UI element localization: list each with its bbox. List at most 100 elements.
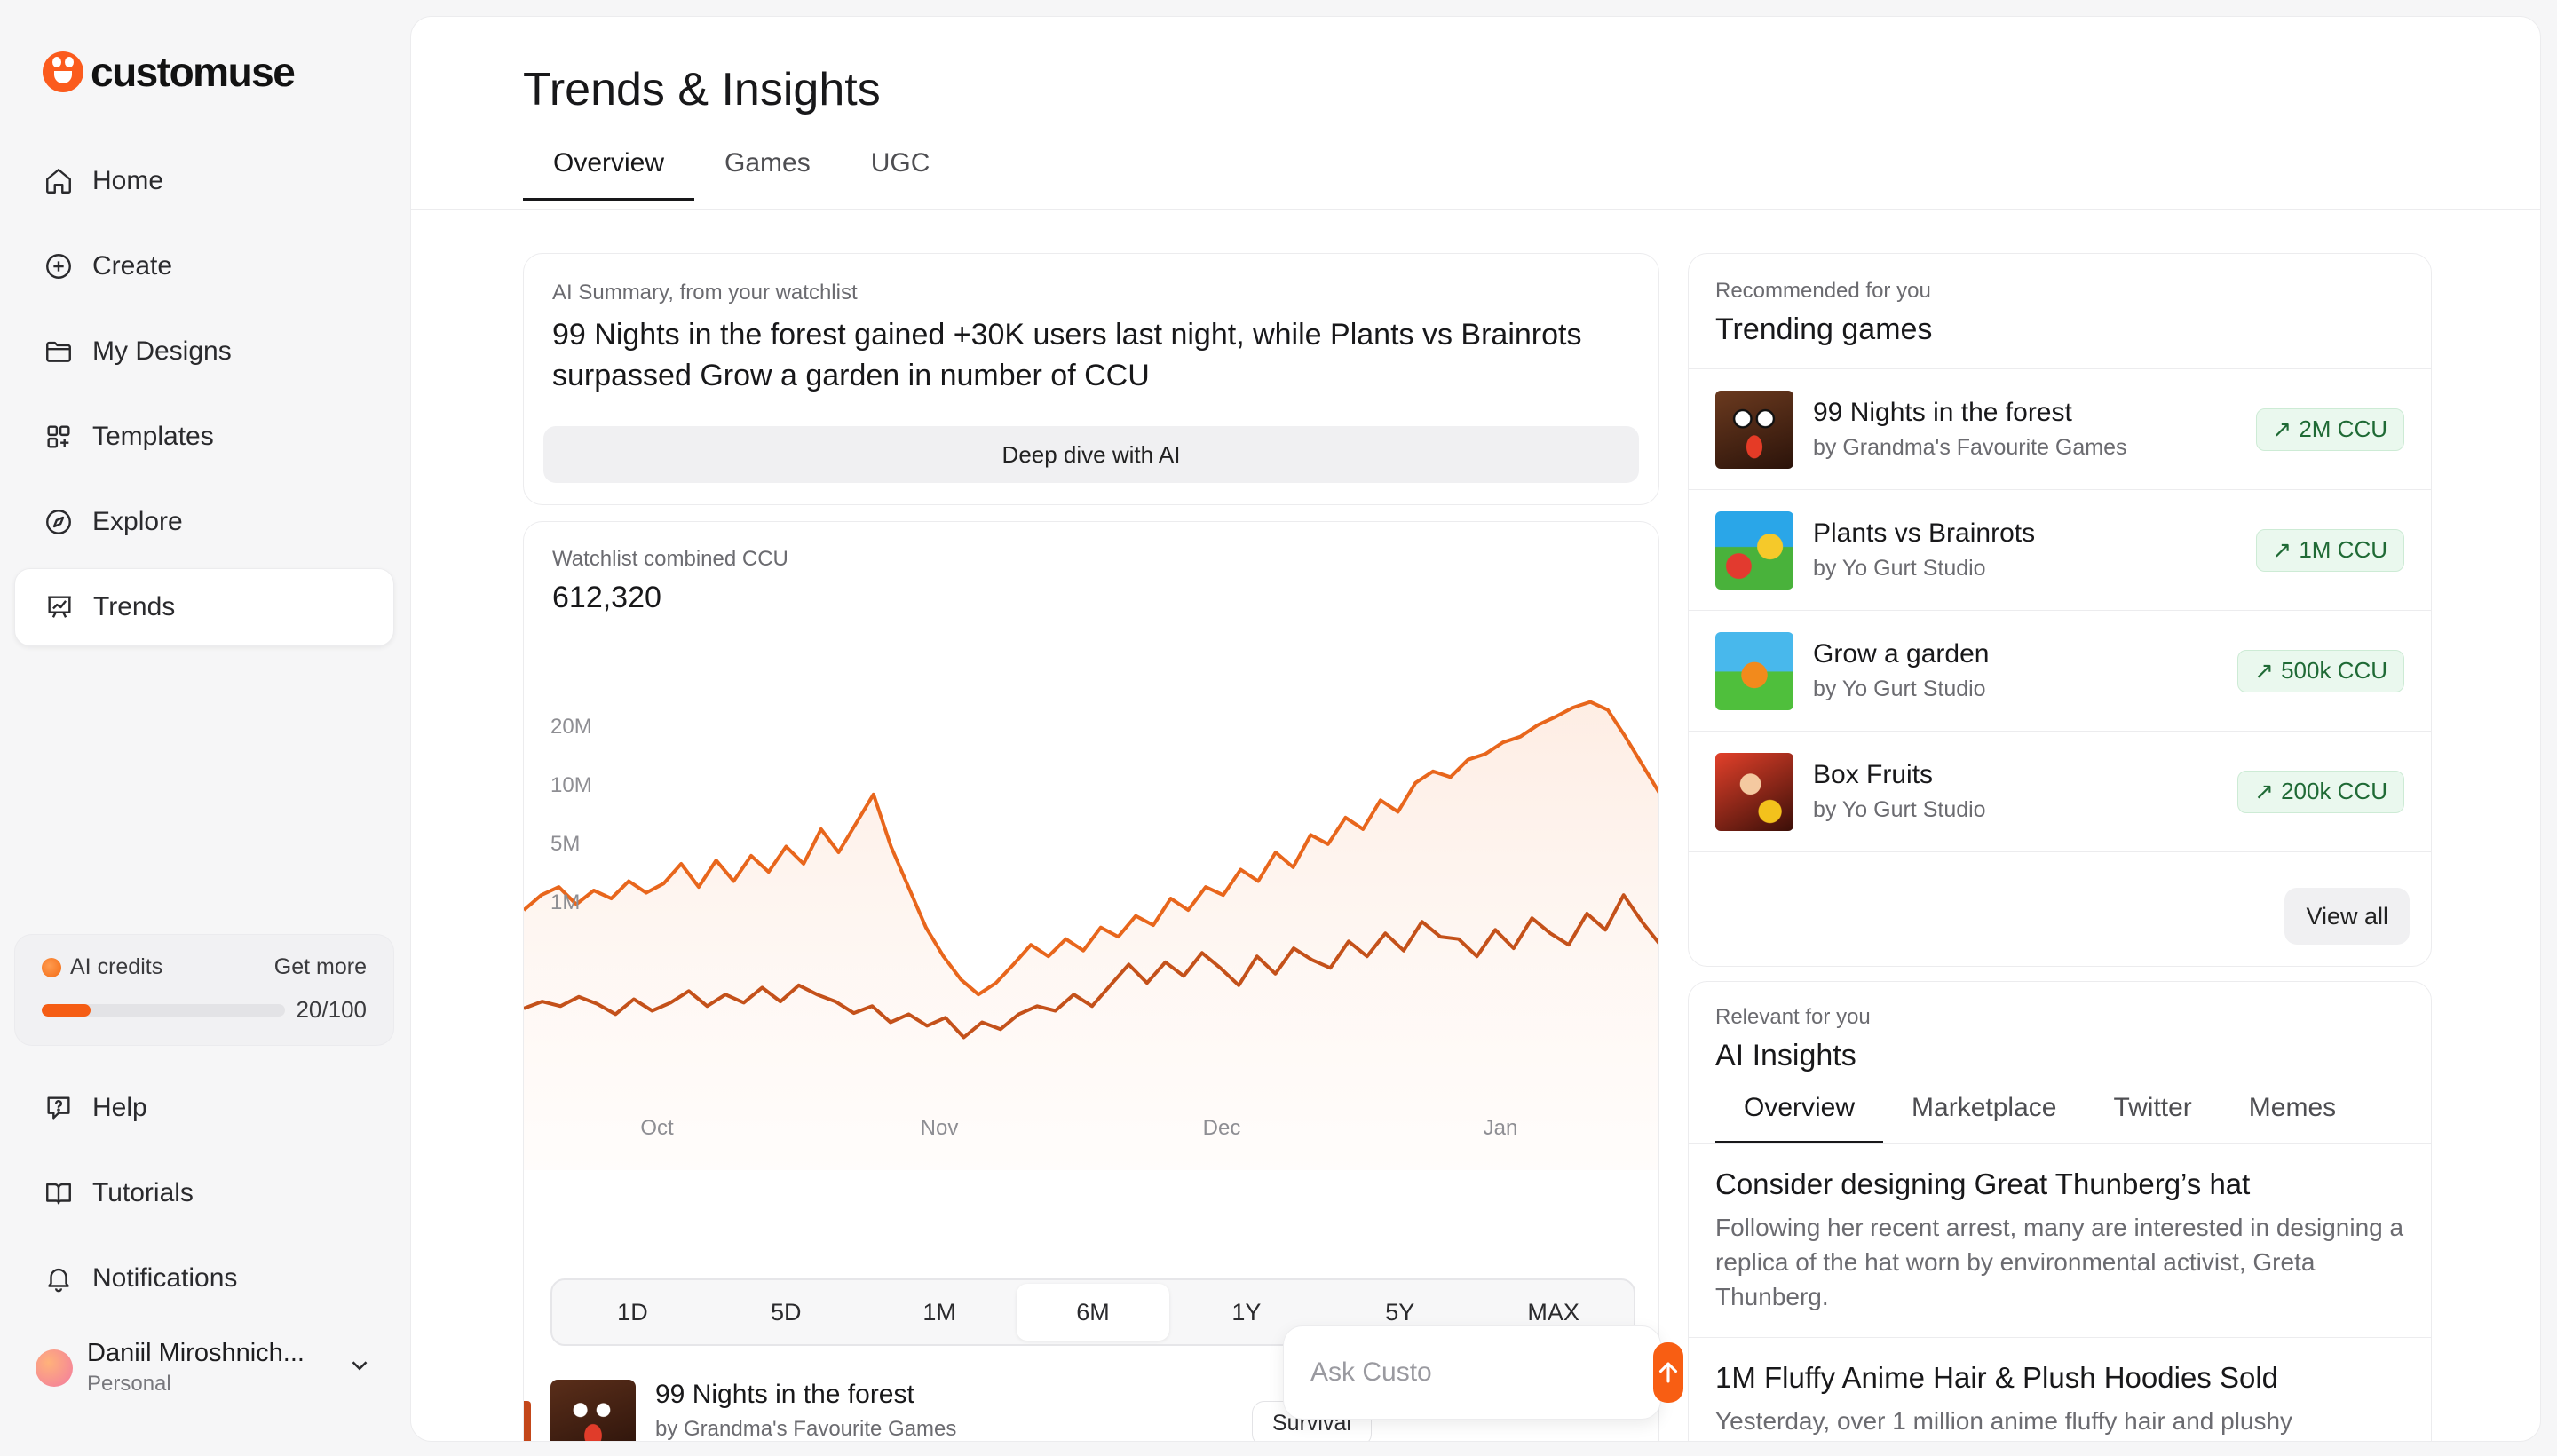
range-1m[interactable]: 1M	[922, 1298, 956, 1325]
list-item[interactable]: Box Fruits by Yo Gurt Studio ↗ 200k CCU	[1689, 732, 2431, 852]
x-tick-label: Dec	[1203, 1116, 1241, 1140]
ask-custo-input[interactable]	[1310, 1357, 1653, 1388]
ask-custo-box	[1283, 1325, 1683, 1420]
nav-item-trends[interactable]: Trends	[14, 568, 394, 646]
list-item[interactable]: Grow a garden by Yo Gurt Studio ↗ 500k C…	[1689, 611, 2431, 732]
trending-label: Recommended for you	[1715, 279, 1931, 303]
bell-icon	[43, 1262, 75, 1294]
user-name: Daniil Miroshnich...	[87, 1339, 305, 1367]
ccu-line-chart: 20M 10M 5M 1M Oct Nov Dec Jan	[524, 700, 1658, 1170]
page-tabs: Overview Games UGC	[523, 148, 960, 201]
insight-item[interactable]: Consider designing Great Thunberg’s hat …	[1689, 1144, 2431, 1338]
chevron-down-icon[interactable]	[346, 1352, 373, 1383]
arrow-up-right-icon: ↗	[2272, 415, 2292, 442]
game-studio: by Yo Gurt Studio	[1813, 556, 1986, 581]
nav-item-templates[interactable]: Templates	[14, 398, 394, 476]
ccu-badge: ↗ 500k CCU	[2237, 649, 2404, 692]
tab-marketplace[interactable]: Marketplace	[1912, 1093, 2057, 1122]
tab-memes[interactable]: Memes	[2248, 1093, 2337, 1122]
chart-value: 612,320	[552, 581, 661, 614]
plus-circle-icon	[43, 250, 75, 282]
nav-item-home[interactable]: Home	[14, 142, 394, 220]
game-thumbnail	[1715, 752, 1793, 831]
game-thumbnail	[1715, 390, 1793, 469]
x-tick-label: Jan	[1484, 1116, 1518, 1140]
range-5d[interactable]: 5D	[771, 1298, 802, 1325]
brand-logo[interactable]: customuse	[43, 48, 296, 96]
insight-title: Consider designing Great Thunberg’s hat	[1715, 1167, 2251, 1200]
user-menu[interactable]: Daniil Miroshnich... Personal	[36, 1339, 373, 1397]
game-title: Grow a garden	[1813, 639, 1990, 669]
customuse-logo-icon	[43, 51, 83, 92]
insights-title: AI Insights	[1715, 1039, 1856, 1072]
x-tick-label: Nov	[921, 1116, 959, 1140]
list-item[interactable]: 99 Nights in the forest by Grandma's Fav…	[550, 1380, 957, 1441]
nav-item-create[interactable]: Create	[14, 227, 394, 305]
chart-label: Watchlist combined CCU	[552, 547, 788, 571]
help-bubble-icon	[43, 1092, 75, 1124]
summary-label: AI Summary, from your watchlist	[552, 281, 858, 305]
secondary-nav: Help Tutorials Notifications	[14, 1069, 394, 1325]
insights-tabs: Overview Marketplace Twitter Memes	[1689, 1086, 2431, 1144]
nav-label: Explore	[92, 507, 183, 536]
view-all-button[interactable]: View all	[2284, 888, 2410, 945]
ccu-value: 2M CCU	[2299, 415, 2387, 442]
arrow-up-icon	[1658, 1362, 1678, 1383]
nav-label: Trends	[93, 592, 176, 621]
nav-item-help[interactable]: Help	[14, 1069, 394, 1147]
tabs-divider	[411, 209, 2540, 210]
tab-insights-overview[interactable]: Overview	[1715, 1086, 1884, 1143]
game-thumbnail	[550, 1380, 636, 1441]
range-max[interactable]: MAX	[1527, 1298, 1579, 1325]
get-more-link[interactable]: Get more	[273, 954, 367, 979]
tab-overview[interactable]: Overview	[523, 148, 695, 201]
range-1d[interactable]: 1D	[617, 1298, 648, 1325]
ccu-chart-card: Watchlist combined CCU 612,320 20M 10M 5M 1…	[523, 521, 1659, 1441]
tab-games[interactable]: Games	[724, 148, 811, 178]
nav-item-notifications[interactable]: Notifications	[14, 1239, 394, 1318]
insight-title: 1M Fluffy Anime Hair & Plush Hoodies Sol…	[1715, 1361, 2279, 1394]
time-range-selector: 1D 5D 1M 6M 1Y 5Y MAX	[550, 1278, 1635, 1346]
ai-insights-card: Relevant for you AI Insights Overview Ma…	[1688, 981, 2432, 1441]
game-studio: by Grandma's Favourite Games	[655, 1417, 957, 1441]
page-title: Trends & Insights	[523, 64, 881, 115]
grid-plus-icon	[43, 421, 75, 453]
tab-ugc[interactable]: UGC	[870, 148, 930, 178]
credits-coin-icon	[42, 957, 61, 977]
nav-item-my-designs[interactable]: My Designs	[14, 313, 394, 391]
trend-chart-icon	[44, 591, 75, 623]
avatar	[36, 1349, 73, 1387]
deep-dive-button[interactable]: Deep dive with AI	[543, 426, 1639, 483]
insight-item[interactable]: 1M Fluffy Anime Hair & Plush Hoodies Sol…	[1689, 1338, 2431, 1441]
nav-item-explore[interactable]: Explore	[14, 483, 394, 561]
credits-count: 20/100	[296, 996, 367, 1023]
folder-icon	[43, 336, 75, 368]
list-item[interactable]: Plants vs Brainrots by Yo Gurt Studio ↗ …	[1689, 490, 2431, 611]
trending-title: Trending games	[1715, 313, 1933, 346]
ccu-badge: ↗ 1M CCU	[2255, 528, 2404, 572]
chart-series-line-2	[524, 893, 1658, 1040]
user-workspace: Personal	[87, 1372, 171, 1396]
row-accent	[524, 1401, 531, 1441]
nav-item-tutorials[interactable]: Tutorials	[14, 1154, 394, 1232]
range-5y[interactable]: 5Y	[1385, 1298, 1415, 1325]
list-item[interactable]: 99 Nights in the forest by Grandma's Fav…	[1689, 369, 2431, 490]
range-1y[interactable]: 1Y	[1231, 1298, 1262, 1325]
tab-twitter[interactable]: Twitter	[2113, 1093, 2192, 1122]
y-tick-label: 5M	[550, 832, 580, 856]
game-studio: by Yo Gurt Studio	[1813, 797, 1986, 822]
book-icon	[43, 1177, 75, 1209]
credits-progress-fill	[42, 1003, 91, 1017]
y-tick-label: 20M	[550, 715, 592, 739]
nav-label: Create	[92, 251, 173, 281]
ai-credits-panel: AI credits Get more 20/100	[14, 934, 394, 1046]
range-6m[interactable]: 6M	[1016, 1284, 1170, 1341]
nav-label: Notifications	[92, 1263, 238, 1293]
credits-progress-bar	[42, 1003, 286, 1017]
send-button[interactable]	[1653, 1342, 1683, 1403]
nav-label: Help	[92, 1093, 147, 1122]
x-tick-label: Oct	[640, 1116, 674, 1140]
ccu-value: 1M CCU	[2299, 536, 2387, 563]
y-tick-label: 1M	[550, 890, 580, 914]
game-thumbnail	[1715, 510, 1793, 590]
